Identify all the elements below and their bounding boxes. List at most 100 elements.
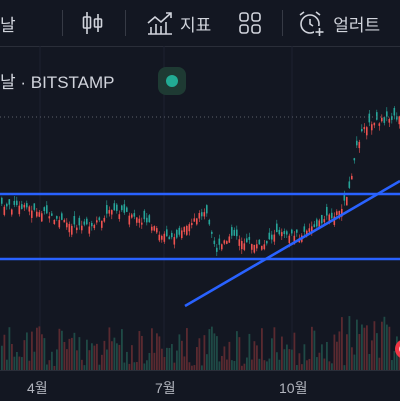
symbol-title: 날 · BITSTAMP bbox=[0, 68, 115, 93]
volume-bar bbox=[326, 342, 328, 370]
symbol-header[interactable]: 날 · BITSTAMP bbox=[0, 66, 115, 94]
market-status-badge[interactable] bbox=[158, 67, 186, 95]
candle-body bbox=[156, 228, 158, 232]
candle-body bbox=[159, 235, 161, 241]
candle-body bbox=[4, 207, 6, 215]
chart-type-button[interactable] bbox=[73, 0, 113, 46]
volume-bar bbox=[224, 346, 226, 370]
candle-body bbox=[369, 114, 371, 123]
candle-body bbox=[176, 230, 178, 238]
volume-bar bbox=[24, 340, 26, 370]
price-chart[interactable] bbox=[0, 46, 400, 370]
volume-bar bbox=[341, 317, 343, 370]
indicators-button[interactable]: 지표 bbox=[146, 0, 211, 46]
candle-body bbox=[1, 198, 3, 204]
volume-bar bbox=[381, 322, 383, 370]
candle-body bbox=[384, 117, 386, 123]
volume-bar bbox=[71, 338, 73, 370]
candle-body bbox=[356, 141, 358, 146]
candle-body bbox=[324, 219, 326, 222]
candle-body bbox=[201, 212, 203, 216]
candle-body bbox=[101, 221, 103, 228]
volume-bar bbox=[139, 331, 141, 370]
volume-bar bbox=[126, 352, 128, 370]
candle-body bbox=[264, 244, 266, 249]
candle-body bbox=[256, 244, 258, 248]
candle-body bbox=[59, 220, 61, 227]
candle-body bbox=[354, 158, 356, 160]
volume-bar bbox=[114, 338, 116, 370]
candle-body bbox=[381, 118, 383, 121]
volume-bar bbox=[321, 344, 323, 370]
volume-bar bbox=[329, 361, 331, 370]
volume-bar bbox=[4, 335, 6, 370]
candle-body bbox=[149, 215, 151, 222]
toolbar-divider bbox=[62, 10, 63, 36]
grid-layout-icon bbox=[238, 11, 262, 35]
volume-bar bbox=[64, 342, 66, 370]
volume-bar bbox=[81, 360, 83, 370]
volume-bar bbox=[239, 337, 241, 370]
volume-bar bbox=[86, 340, 88, 370]
candle-body bbox=[246, 238, 248, 242]
candle-body bbox=[21, 204, 23, 209]
candle-body bbox=[74, 216, 76, 224]
volume-bar bbox=[231, 360, 233, 370]
candle-body bbox=[14, 201, 16, 205]
volume-bar bbox=[34, 352, 36, 370]
volume-bar bbox=[256, 345, 258, 370]
volume-bar bbox=[311, 327, 313, 370]
candle-body bbox=[29, 206, 31, 211]
candle-body bbox=[174, 237, 176, 245]
volume-bar bbox=[204, 335, 206, 370]
candle-body bbox=[126, 207, 128, 211]
volume-bar bbox=[371, 340, 373, 370]
volume-bar bbox=[211, 327, 213, 370]
volume-bar bbox=[156, 333, 158, 370]
volume-bar bbox=[196, 347, 198, 370]
candle-body bbox=[206, 205, 208, 213]
volume-bar bbox=[169, 348, 171, 370]
layout-button[interactable] bbox=[238, 0, 262, 46]
candle-body bbox=[134, 213, 136, 217]
volume-bar bbox=[289, 349, 291, 370]
volume-bar bbox=[149, 353, 151, 370]
candle-body bbox=[374, 123, 376, 126]
volume-bar bbox=[271, 338, 273, 370]
volume-bar bbox=[226, 360, 228, 370]
candle-body bbox=[254, 245, 256, 253]
market-open-dot bbox=[166, 75, 178, 87]
candle-body bbox=[219, 239, 221, 245]
candle-body bbox=[164, 234, 166, 242]
candle-body bbox=[214, 241, 216, 244]
volume-bar bbox=[356, 320, 358, 370]
volume-bar bbox=[11, 344, 13, 370]
candle-body bbox=[109, 210, 111, 213]
interval-button[interactable]: 날 bbox=[0, 0, 28, 46]
candle-body bbox=[91, 223, 93, 226]
volume-bar bbox=[1, 346, 3, 370]
volume-bar bbox=[206, 354, 208, 370]
candle-body bbox=[99, 217, 101, 220]
volume-bar bbox=[269, 359, 271, 370]
volume-bar bbox=[31, 332, 33, 370]
candle-body bbox=[169, 237, 171, 239]
volume-bar bbox=[116, 343, 118, 370]
candle-body bbox=[289, 236, 291, 243]
time-axis[interactable]: 4월 7월 10월 bbox=[0, 370, 400, 401]
candle-body bbox=[19, 206, 21, 214]
candle-body bbox=[54, 220, 56, 224]
volume-bar bbox=[179, 334, 181, 370]
candle-body bbox=[296, 230, 298, 233]
time-axis-label-jul: 7월 bbox=[155, 378, 176, 398]
candle-body bbox=[144, 211, 146, 219]
volume-bar bbox=[394, 351, 396, 370]
volume-bar bbox=[266, 361, 268, 370]
volume-bar bbox=[141, 336, 143, 370]
alert-button[interactable]: 얼러트 bbox=[297, 0, 380, 46]
volume-bar bbox=[154, 353, 156, 370]
candle-body bbox=[51, 213, 53, 215]
candle-body bbox=[94, 225, 96, 228]
volume-bar bbox=[374, 321, 376, 370]
volume-bar bbox=[124, 363, 126, 370]
